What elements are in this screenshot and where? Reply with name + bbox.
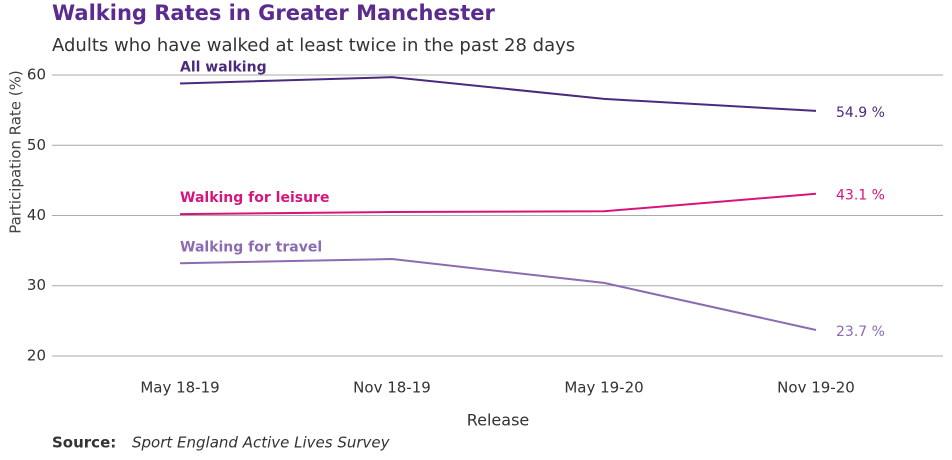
- series-line: [179, 192, 817, 216]
- chart-subtitle: Adults who have walked at least twice in…: [52, 35, 575, 56]
- x-tick-label: Nov 18-19: [353, 379, 431, 397]
- x-tick-label: May 19-20: [564, 379, 643, 397]
- y-tick-label: 50: [27, 136, 46, 154]
- value-label: 54.9 %: [836, 105, 885, 121]
- x-tick-label: May 18-19: [140, 379, 219, 397]
- chart-title: Walking Rates in Greater Manchester: [52, 1, 496, 25]
- y-tick-label: 30: [27, 276, 46, 294]
- y-tick-label: 40: [27, 206, 46, 224]
- series-line: [179, 76, 817, 112]
- series-label: Walking for leisure: [180, 190, 329, 206]
- series-line: [179, 258, 817, 331]
- series-label: Walking for travel: [180, 239, 322, 255]
- value-label: 23.7 %: [836, 324, 885, 340]
- x-tick-label: Nov 19-20: [777, 379, 855, 397]
- source-label: Source:: [52, 434, 116, 452]
- y-tick-label: 60: [27, 66, 46, 84]
- series-label: All walking: [180, 59, 267, 75]
- y-tick-label: 20: [27, 346, 46, 364]
- y-axis-label: Participation Rate (%): [7, 70, 25, 234]
- source: Sport England Active Lives Survey: [132, 434, 391, 452]
- value-label: 43.1 %: [836, 188, 885, 204]
- x-axis-label: Release: [467, 411, 530, 430]
